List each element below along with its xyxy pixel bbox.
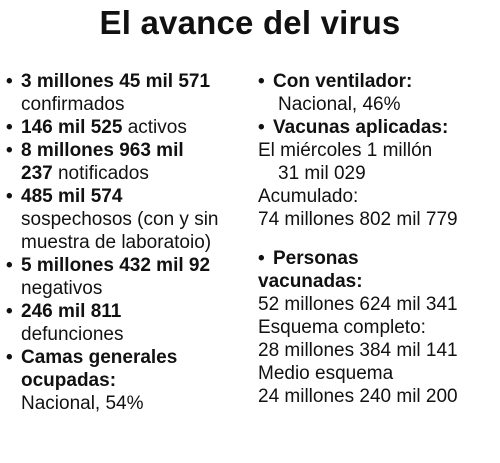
- stat-label: negativos: [21, 278, 103, 299]
- bullet-icon: •: [6, 301, 13, 322]
- stat-defunciones: • 246 mil 811 defunciones: [6, 300, 251, 346]
- stat-value: 5 millones 432 mil 92: [21, 255, 211, 276]
- bullet-icon: •: [6, 347, 13, 368]
- bullet-icon: •: [6, 140, 13, 161]
- bullet-icon: •: [258, 71, 265, 92]
- stat-label: Acumulado:: [258, 186, 359, 207]
- stat-sospechosos: • 485 mil 574 sospechosos (con y sin mue…: [6, 185, 251, 254]
- stat-heading: Personas: [273, 248, 359, 269]
- bullet-icon: •: [6, 186, 13, 207]
- stat-label: activos: [122, 117, 187, 138]
- stat-value: 8 millones 963 mil: [21, 140, 184, 161]
- stat-value: 74 millones 802 mil 779: [258, 209, 458, 230]
- stat-value: 485 mil 574: [21, 186, 123, 207]
- stat-label: Esquema completo:: [258, 317, 426, 338]
- stat-value: 52 millones 624 mil 341: [258, 294, 458, 315]
- vacunas-detail: El miércoles 1 millón 31 mil 029 Acumula…: [258, 139, 496, 231]
- stat-negativos: • 5 millones 432 mil 92 negativos: [6, 254, 251, 300]
- stat-value: 246 mil 811: [21, 301, 122, 322]
- stat-confirmados: • 3 millones 45 mil 571 confirmados: [6, 70, 251, 116]
- stat-value: 31 mil 029: [278, 163, 366, 184]
- stat-label: sospechosos (con y sin: [21, 209, 219, 230]
- bullet-icon: •: [258, 117, 265, 138]
- stat-notificados: • 8 millones 963 mil 237 notificados: [6, 139, 251, 185]
- bullet-icon: •: [6, 71, 13, 92]
- stat-personas: • Personas: [258, 247, 496, 270]
- left-column: • 3 millones 45 mil 571 confirmados • 14…: [6, 70, 251, 415]
- right-column: • Con ventilador: Nacional, 46% • Vacuna…: [258, 70, 496, 408]
- personas-detail: vacunadas: 52 millones 624 mil 341 Esque…: [258, 270, 496, 408]
- bullet-icon: •: [6, 117, 13, 138]
- stat-label: Medio esquema: [258, 363, 394, 384]
- stat-heading: vacunadas:: [258, 271, 363, 292]
- stat-label: muestra de laboratoio): [21, 232, 212, 253]
- stat-ventilador: • Con ventilador: Nacional, 46%: [258, 70, 496, 116]
- stat-value: Nacional, 46%: [278, 94, 401, 115]
- stat-heading: Con ventilador:: [273, 71, 413, 92]
- bullet-icon: •: [258, 248, 265, 269]
- stat-value: 237: [21, 163, 53, 184]
- stat-heading: Camas generales: [21, 347, 178, 368]
- stat-camas: • Camas generales ocupadas: Nacional, 54…: [6, 346, 251, 415]
- stat-heading: ocupadas:: [21, 370, 117, 391]
- stat-vacunas: • Vacunas aplicadas:: [258, 116, 496, 139]
- stat-label: confirmados: [21, 94, 125, 115]
- stat-label: notificados: [52, 163, 149, 184]
- stat-value: 146 mil 525: [21, 117, 123, 138]
- stat-label: defunciones: [21, 324, 124, 345]
- stat-value: El miércoles 1 millón: [258, 140, 433, 161]
- stat-activos: • 146 mil 525 activos: [6, 116, 251, 139]
- stat-value: 28 millones 384 mil 141: [258, 340, 458, 361]
- stat-value: 3 millones 45 mil 571: [21, 71, 211, 92]
- bullet-icon: •: [6, 255, 13, 276]
- stat-value: 24 millones 240 mil 200: [258, 386, 458, 407]
- page-title: El avance del virus: [99, 4, 401, 41]
- stat-heading: Vacunas aplicadas:: [273, 117, 449, 138]
- stat-value: Nacional, 54%: [21, 393, 144, 414]
